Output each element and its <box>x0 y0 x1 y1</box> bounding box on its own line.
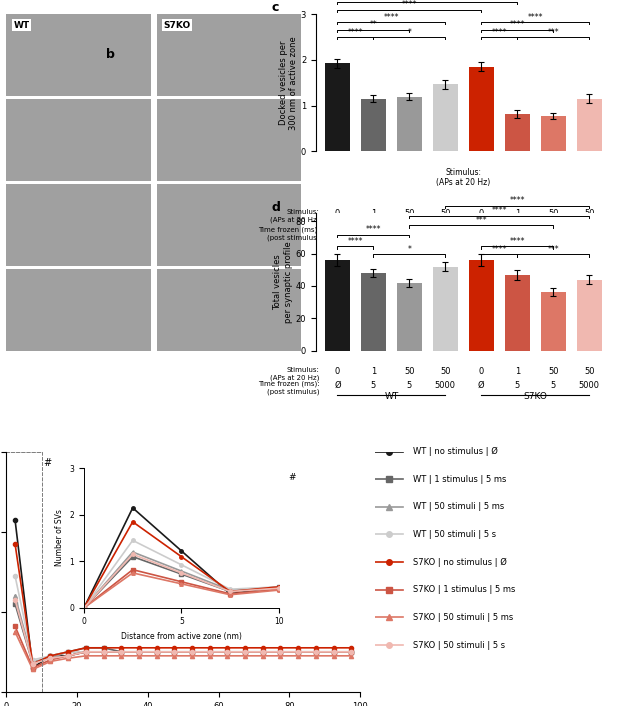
Text: S7KO | no stimulus | Ø: S7KO | no stimulus | Ø <box>413 558 507 567</box>
Text: ***: *** <box>476 215 487 225</box>
Text: ****: **** <box>510 196 525 205</box>
Text: 5: 5 <box>550 381 556 390</box>
Text: S7KO: S7KO <box>523 392 547 401</box>
Text: Ø: Ø <box>478 227 484 236</box>
Text: d: d <box>271 201 281 213</box>
Text: 1: 1 <box>371 367 376 376</box>
Text: Time frozen (ms):
(post stimulus): Time frozen (ms): (post stimulus) <box>258 227 320 241</box>
Text: WT | 1 stimulus | 5 ms: WT | 1 stimulus | 5 ms <box>413 474 506 484</box>
Y-axis label: Total vesicles
per synaptic profile: Total vesicles per synaptic profile <box>273 241 292 323</box>
Text: 50: 50 <box>584 367 595 376</box>
Text: WT | 50 stimuli | 5 ms: WT | 50 stimuli | 5 ms <box>413 502 504 511</box>
Text: 0: 0 <box>479 209 484 218</box>
Text: 50: 50 <box>404 367 415 376</box>
Text: 0: 0 <box>335 367 340 376</box>
Text: S7KO | 1 stimulus | 5 ms: S7KO | 1 stimulus | 5 ms <box>413 585 515 594</box>
Bar <box>540 292 566 351</box>
Text: 5: 5 <box>407 227 412 236</box>
Text: 5: 5 <box>371 227 376 236</box>
Text: 1: 1 <box>515 209 520 218</box>
Text: ****: **** <box>528 13 543 22</box>
Text: *: * <box>407 245 412 253</box>
Text: WT: WT <box>384 244 399 252</box>
Bar <box>469 67 494 152</box>
Text: b: b <box>106 49 115 61</box>
Text: ****: **** <box>492 206 507 215</box>
Text: 5000: 5000 <box>579 381 600 390</box>
Text: 50: 50 <box>548 209 558 218</box>
Text: WT | 50 stimuli | 5 s: WT | 50 stimuli | 5 s <box>413 530 495 539</box>
Text: 50: 50 <box>404 209 415 218</box>
Text: 5000: 5000 <box>435 227 456 236</box>
Text: **: ** <box>370 20 378 29</box>
Text: ****: **** <box>510 20 525 29</box>
Text: Ø: Ø <box>334 381 341 390</box>
Text: S7KO | 50 stimuli | 5 ms: S7KO | 50 stimuli | 5 ms <box>413 613 513 622</box>
Bar <box>540 116 566 152</box>
Text: ***: *** <box>547 245 559 253</box>
Text: WT | no stimulus | Ø: WT | no stimulus | Ø <box>413 447 497 456</box>
Text: 5: 5 <box>515 227 520 236</box>
Bar <box>505 114 530 152</box>
Bar <box>361 99 386 152</box>
Text: 50: 50 <box>440 367 450 376</box>
Text: S7KO: S7KO <box>523 244 547 252</box>
Text: 50: 50 <box>548 367 558 376</box>
Bar <box>6 452 41 692</box>
Bar <box>469 260 494 351</box>
Text: 5000: 5000 <box>579 227 600 236</box>
Text: ****: **** <box>366 225 381 234</box>
Text: ****: **** <box>492 28 507 37</box>
Bar <box>577 280 602 351</box>
Text: 1: 1 <box>515 367 520 376</box>
Bar <box>361 273 386 351</box>
Text: Stimulus:
(APs at 20 Hz): Stimulus: (APs at 20 Hz) <box>270 367 320 381</box>
Text: 5000: 5000 <box>435 381 456 390</box>
Bar <box>325 260 350 351</box>
Text: 1: 1 <box>371 209 376 218</box>
Text: ****: **** <box>348 237 363 246</box>
Text: Ø: Ø <box>334 227 341 236</box>
Text: S7KO | 50 stimuli | 5 s: S7KO | 50 stimuli | 5 s <box>413 640 505 650</box>
Text: ***: *** <box>547 28 559 37</box>
Text: ****: **** <box>384 13 399 22</box>
Text: Stimulus:
(APs at 20 Hz): Stimulus: (APs at 20 Hz) <box>270 209 320 222</box>
Text: #: # <box>43 458 51 468</box>
Text: 5: 5 <box>407 381 412 390</box>
Text: ****: **** <box>402 0 417 9</box>
Text: 5: 5 <box>371 381 376 390</box>
Text: 0: 0 <box>479 367 484 376</box>
Text: WT: WT <box>384 392 399 401</box>
Text: Ø: Ø <box>478 381 484 390</box>
Text: *: * <box>407 28 412 37</box>
Bar <box>433 84 458 152</box>
Text: c: c <box>271 1 279 14</box>
Text: 5: 5 <box>515 381 520 390</box>
Text: 50: 50 <box>584 209 595 218</box>
Bar <box>577 99 602 152</box>
Text: ***: *** <box>421 0 433 1</box>
Bar <box>325 63 350 152</box>
Text: Stimulus:
(APs at 20 Hz): Stimulus: (APs at 20 Hz) <box>436 168 491 187</box>
Text: ****: **** <box>510 237 525 246</box>
Bar <box>433 267 458 351</box>
Text: ****: **** <box>492 245 507 253</box>
Text: 50: 50 <box>440 209 450 218</box>
Bar <box>397 97 422 152</box>
Text: S7KO: S7KO <box>164 20 191 30</box>
Text: WT: WT <box>14 20 30 30</box>
Text: ****: **** <box>348 28 363 37</box>
Y-axis label: Docked vesicles per
300 nm of active zone: Docked vesicles per 300 nm of active zon… <box>279 36 298 130</box>
Text: 5: 5 <box>550 227 556 236</box>
Bar <box>505 275 530 351</box>
Bar <box>397 282 422 351</box>
Text: Time frozen (ms):
(post stimulus): Time frozen (ms): (post stimulus) <box>258 381 320 395</box>
Text: 0: 0 <box>335 209 340 218</box>
